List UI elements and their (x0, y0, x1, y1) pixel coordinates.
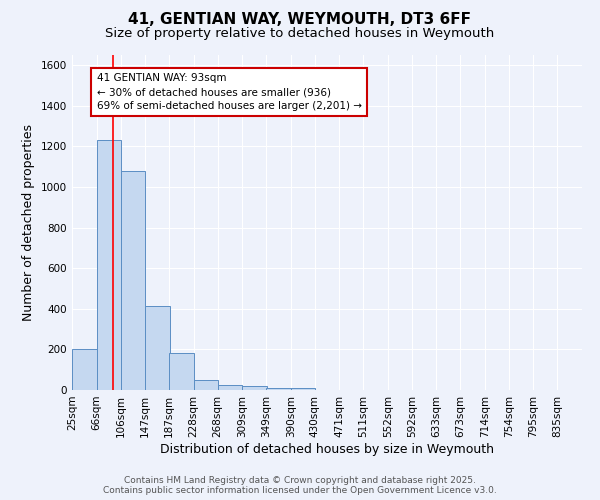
Y-axis label: Number of detached properties: Number of detached properties (22, 124, 35, 321)
Bar (145, 306, 170, 390)
X-axis label: Distribution of detached houses by size in Weymouth: Distribution of detached houses by size … (160, 442, 494, 456)
Bar (291, 388, 316, 390)
Bar (266, 388, 291, 390)
Bar (169, 354, 194, 390)
Text: 41 GENTIAN WAY: 93sqm
← 30% of detached houses are smaller (936)
69% of semi-det: 41 GENTIAN WAY: 93sqm ← 30% of detached … (97, 74, 362, 112)
Bar (194, 380, 218, 390)
Bar (72, 350, 97, 390)
Bar (121, 170, 145, 390)
Bar (218, 385, 242, 390)
Text: Size of property relative to detached houses in Weymouth: Size of property relative to detached ho… (106, 28, 494, 40)
Bar (97, 140, 121, 390)
Text: 41, GENTIAN WAY, WEYMOUTH, DT3 6FF: 41, GENTIAN WAY, WEYMOUTH, DT3 6FF (128, 12, 472, 28)
Text: Contains HM Land Registry data © Crown copyright and database right 2025.
Contai: Contains HM Land Registry data © Crown c… (103, 476, 497, 495)
Bar (242, 386, 267, 390)
